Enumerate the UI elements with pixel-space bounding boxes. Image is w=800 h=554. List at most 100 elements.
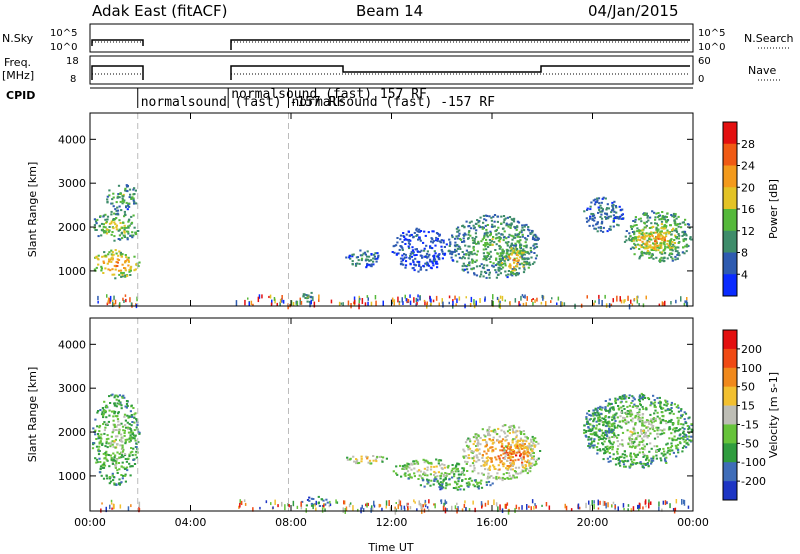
nsky-tick-top: 10^5	[50, 28, 77, 39]
power-echo-region	[345, 249, 380, 269]
colorbar-swatch	[723, 187, 737, 210]
power-echo-region	[93, 209, 140, 242]
y-axis-label: Slant Range [km]	[26, 367, 39, 463]
power-panel: 1000 2000 3000 4000 Slant Range [km]	[26, 112, 694, 310]
cpid-label: CPID	[6, 89, 35, 102]
colorbar-tick-label: 12	[741, 225, 755, 238]
x-tick-label: 08:00	[275, 516, 307, 529]
velocity-echo-region	[91, 393, 141, 486]
power-echo-region	[93, 249, 141, 280]
nave-tick-top: 60	[698, 56, 711, 67]
colorbar-swatch	[723, 443, 737, 463]
colorbar-swatch	[723, 367, 737, 387]
colorbar-tick-label: 24	[741, 160, 755, 173]
radar-title: Adak East (fitACF)	[92, 2, 227, 20]
velocity-echo-region	[346, 455, 388, 465]
power-data	[93, 113, 693, 310]
colorbar-swatch	[723, 274, 737, 297]
colorbar-swatch	[723, 348, 737, 369]
freq-panel: Freq. [MHz] 18 8 60 0 Nave	[2, 55, 780, 85]
nave-label: Nave	[748, 64, 776, 77]
cpid-entry: normalsound (fast) -157 RF	[291, 95, 495, 110]
colorbar-tick-label: -15	[741, 418, 759, 431]
colorbar-swatch	[723, 330, 737, 350]
power-echo-region	[106, 184, 138, 212]
colorbar-swatch	[723, 143, 737, 166]
y-tick-label: 1000	[58, 265, 86, 278]
y-tick-label: 3000	[58, 177, 86, 190]
velocity-echo-region	[462, 424, 542, 482]
colorbar-frame	[722, 329, 738, 501]
nsky-trace-1	[91, 39, 144, 46]
power-echo-region	[497, 246, 532, 277]
colorbar-tick-label: 100	[741, 362, 762, 375]
colorbar-swatch	[723, 165, 737, 188]
nsearch-tick-bottom: 10^0	[698, 42, 725, 53]
colorbar-tick-label: 15	[741, 400, 755, 413]
cpid-panel: CPID normalsound (fast) -157 RFnormalsou…	[6, 87, 693, 110]
colorbar-swatch	[723, 386, 737, 406]
colorbar-label: Velocity [m s-1]	[767, 372, 780, 458]
colorbar-tick-label: -100	[741, 456, 766, 469]
beam-title: Beam 14	[356, 2, 423, 20]
colorbar-tick-label: 20	[741, 181, 755, 194]
colorbar-tick-label: 16	[741, 203, 755, 216]
power-echo-region	[447, 214, 540, 279]
colorbar-tick-label: -50	[741, 437, 759, 450]
y-tick-label: 2000	[58, 426, 86, 439]
x-tick-label: 00:00	[74, 516, 106, 529]
nsky-label: N.Sky	[2, 32, 34, 45]
nsearch-label: N.Search	[744, 32, 794, 45]
power-ground-scatter	[97, 294, 689, 310]
velocity-data	[91, 318, 694, 515]
power-echo-region	[391, 227, 448, 273]
y-tick-label: 2000	[58, 221, 86, 234]
x-tick-label: 00:00	[677, 516, 709, 529]
nsearch-tick-top: 10^5	[698, 28, 725, 39]
cpid-entry: normalsound (fast) 157 RF	[231, 87, 427, 102]
y-axis-label: Slant Range [km]	[26, 162, 39, 258]
y-tick-label: 3000	[58, 382, 86, 395]
colorbar-tick-label: 4	[741, 268, 748, 281]
colorbar-tick-label: 200	[741, 343, 762, 356]
colorbar-swatch	[723, 252, 737, 275]
velocity-echo-region	[503, 437, 535, 474]
x-tick-label: 16:00	[476, 516, 508, 529]
freq-label: Freq.	[4, 56, 31, 69]
colorbar-swatch	[723, 122, 737, 145]
velocity-echo-region	[419, 476, 494, 491]
colorbar-tick-label: 50	[741, 381, 755, 394]
nave-tick-bottom: 0	[698, 74, 704, 85]
colorbar-tick-label: -200	[741, 475, 766, 488]
y-tick-label: 1000	[58, 470, 86, 483]
colorbar-swatch	[723, 424, 737, 444]
colorbar-label: Power [dB]	[767, 179, 780, 239]
x-axis-label: Time UT	[367, 541, 413, 554]
colorbar-swatch	[723, 209, 737, 232]
x-tick-label: 12:00	[376, 516, 408, 529]
date-title: 04/Jan/2015	[588, 2, 679, 20]
colorbar-swatch	[723, 481, 737, 501]
noise-panel: N.Sky 10^5 10^0 10^5 10^0 N.Search	[2, 23, 794, 53]
colorbar-swatch	[723, 405, 737, 425]
freq-trace-2	[230, 65, 690, 80]
x-tick-label: 04:00	[175, 516, 207, 529]
freq-unit-label: [MHz]	[2, 69, 34, 82]
colorbar-swatch	[723, 462, 737, 482]
nsky-tick-bottom: 10^0	[50, 42, 77, 53]
freq-trace-1	[91, 65, 144, 80]
y-tick-label: 4000	[58, 133, 86, 146]
colorbar-tick-label: 8	[741, 247, 748, 260]
nsky-trace-2	[230, 39, 690, 50]
power-echo-region	[583, 196, 625, 233]
velocity-echo-region	[583, 405, 620, 439]
y-tick-label: 4000	[58, 338, 86, 351]
velocity-panel: 1000 2000 3000 4000 Slant Range [km] 00:00 04:…	[26, 317, 709, 529]
colorbar-tick-label: 28	[741, 138, 755, 151]
velocity-echo-region	[392, 458, 469, 482]
cpid-entry: normalsound (fast) -157 RF	[141, 95, 345, 110]
freq-tick-top: 18	[66, 56, 79, 67]
x-tick-label: 20:00	[577, 516, 609, 529]
power-echo-region	[631, 227, 680, 256]
